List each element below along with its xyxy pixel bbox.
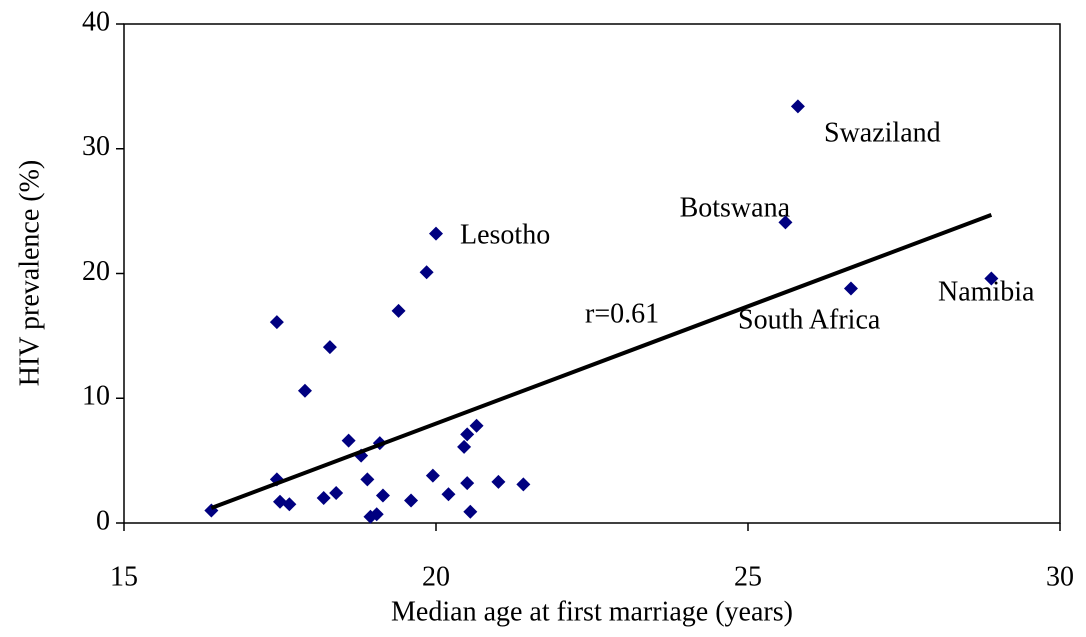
annotation: Swaziland [824, 117, 941, 148]
point [316, 491, 331, 506]
y-axis-title: HIV prevalence (%) [14, 160, 45, 386]
point [375, 488, 390, 503]
point [269, 315, 284, 330]
point [457, 439, 472, 454]
point [391, 303, 406, 318]
y-tick-label: 0 [96, 505, 110, 536]
x-tick-label: 30 [1046, 561, 1074, 592]
point [425, 468, 440, 483]
point [469, 418, 484, 433]
point [843, 281, 858, 296]
trendline [210, 212, 993, 510]
point [429, 226, 443, 241]
point [778, 215, 793, 230]
point [463, 504, 478, 519]
y-tick-label: 10 [82, 381, 110, 412]
annotation: Lesotho [460, 219, 550, 250]
point [984, 271, 999, 286]
point [441, 487, 456, 502]
plot-area [123, 23, 1061, 524]
point [419, 265, 434, 280]
y-tick-label: 20 [82, 256, 110, 287]
point [297, 383, 312, 398]
point [322, 340, 337, 355]
y-tick-label: 40 [82, 6, 110, 37]
point [360, 472, 375, 487]
y-tick-label: 30 [82, 131, 110, 162]
point [790, 99, 805, 114]
annotation: Botswana [680, 192, 791, 223]
point [329, 486, 344, 501]
x-tick-label: 15 [110, 561, 138, 592]
annotation: Namibia [938, 276, 1035, 307]
point [341, 433, 356, 448]
point [282, 497, 297, 512]
annotation: r=0.61 [585, 298, 659, 329]
point [460, 476, 475, 491]
annotation: South Africa [738, 304, 881, 335]
point [516, 477, 531, 492]
point [460, 427, 475, 442]
x-tick-label: 20 [422, 561, 450, 592]
point [491, 474, 506, 489]
point [404, 493, 419, 508]
point [369, 507, 384, 522]
x-axis-title: Median age at first marriage (years) [391, 596, 793, 627]
x-tick-label: 25 [734, 561, 762, 592]
